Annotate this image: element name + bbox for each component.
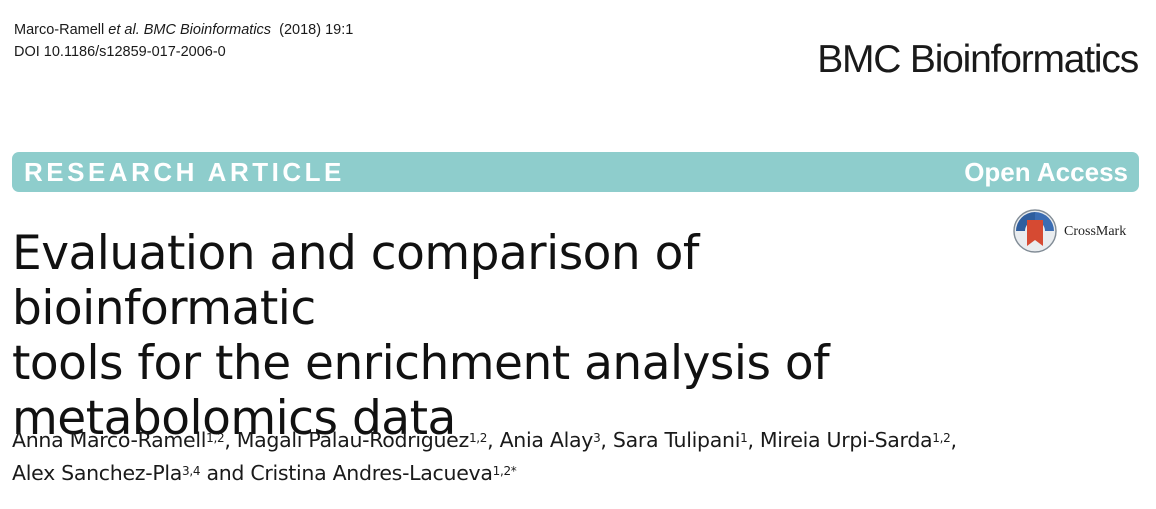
author-affiliation: 1,2 [932, 431, 951, 445]
author-separator: , [600, 428, 613, 452]
author-list: Anna Marco-Ramell1,2, Magali Palau-Rodri… [12, 424, 1112, 490]
author-affiliation: 1,2 [206, 431, 225, 445]
author-separator: , [487, 428, 500, 452]
author-affiliation: 3 [593, 431, 601, 445]
article-title: Evaluation and comparison of bioinformat… [12, 226, 1012, 446]
author-name: Cristina Andres-Lacueva [250, 461, 493, 485]
author-name: Alex Sanchez-Pla [12, 461, 183, 485]
author-name: Magali Palau-Rodriguez [236, 428, 469, 452]
open-access-label: Open Access [964, 157, 1128, 187]
citation-line: Marco-Ramell et al. BMC Bioinformatics (… [14, 19, 353, 41]
author-name: Sara Tulipani [612, 428, 741, 452]
author-line-2: Alex Sanchez-Pla3,4 and Cristina Andres-… [12, 457, 1112, 490]
crossmark-button[interactable]: CrossMark [1012, 208, 1144, 254]
article-type-banner: RESEARCH ARTICLE Open Access [12, 152, 1139, 192]
author-affiliation: 1,2* [492, 464, 517, 478]
author-affiliation: 3,4 [182, 464, 201, 478]
citation-et-al: et al. [108, 22, 140, 38]
author-affiliation: 1 [740, 431, 748, 445]
author-separator: , [950, 428, 957, 452]
citation-doi: DOI 10.1186/s12859-017-2006-0 [14, 44, 226, 60]
author-affiliation: 1,2 [468, 431, 488, 445]
article-title-line-2: tools for the enrichment analysis of [12, 336, 830, 391]
author-name: Ania Alay [499, 428, 594, 452]
article-title-line-3: metabolomics data [12, 391, 456, 446]
author-name: Anna Marco-Ramell [12, 428, 207, 452]
crossmark-icon [1013, 209, 1057, 253]
citation-block: Marco-Ramell et al. BMC Bioinformatics (… [14, 19, 353, 63]
citation-author: Marco-Ramell [14, 22, 105, 38]
article-title-line-1: Evaluation and comparison of bioinformat… [12, 226, 699, 336]
author-line-1: Anna Marco-Ramell1,2, Magali Palau-Rodri… [12, 424, 1112, 457]
author-name: Mireia Urpi-Sarda [759, 428, 933, 452]
article-type-label: RESEARCH ARTICLE [24, 157, 345, 187]
citation-year-volume: (2018) 19:1 [279, 22, 354, 38]
author-separator: and [200, 461, 251, 485]
crossmark-label: CrossMark [1064, 224, 1127, 239]
author-separator: , [747, 428, 760, 452]
citation-journal: BMC Bioinformatics [143, 22, 272, 38]
author-separator: , [224, 428, 237, 452]
journal-logo: BMC Bioinformatics [817, 38, 1139, 81]
